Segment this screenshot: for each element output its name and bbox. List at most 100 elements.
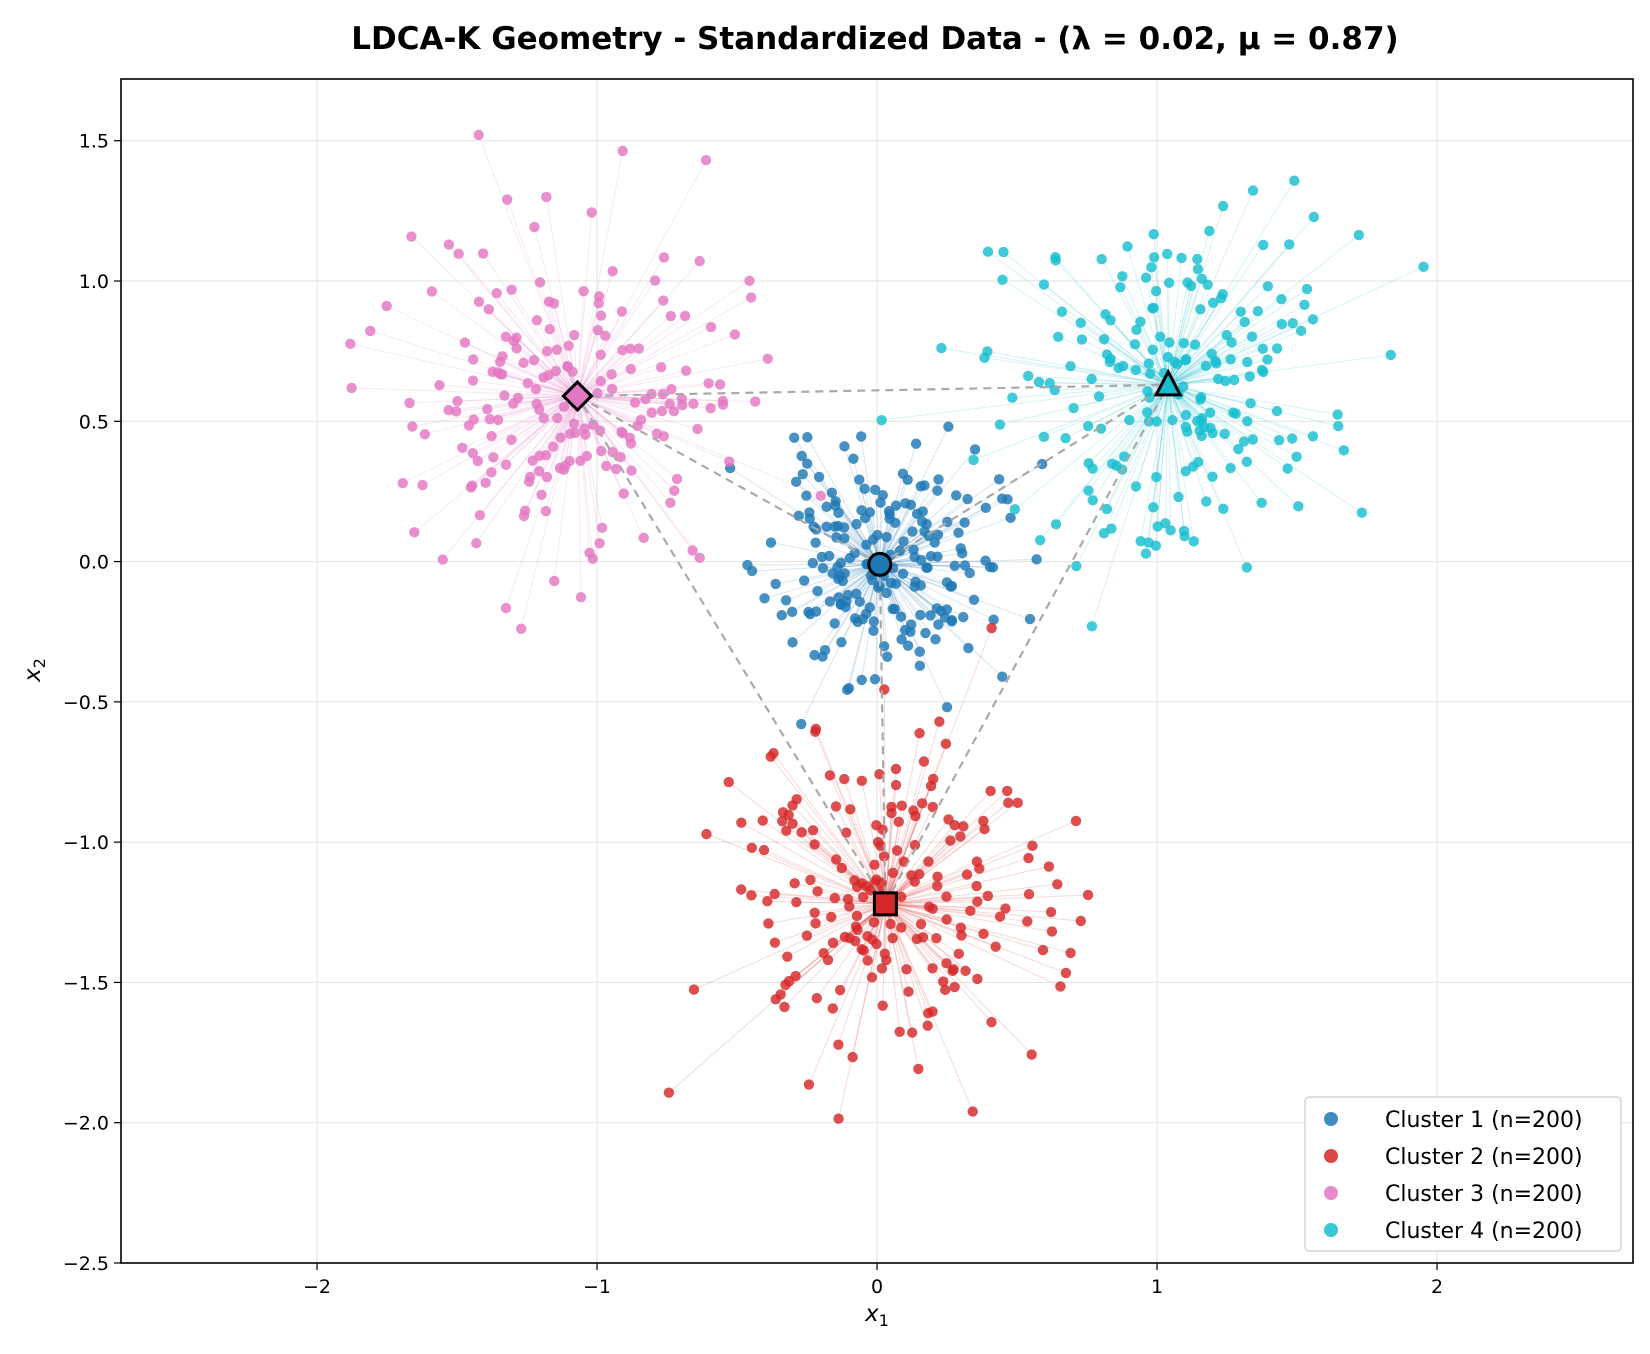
point-cluster-4	[1357, 507, 1367, 517]
point-cluster-2	[962, 869, 972, 879]
point-cluster-1	[921, 519, 931, 529]
x-tick-label: 1	[1151, 1276, 1163, 1298]
point-cluster-2	[941, 739, 951, 749]
point-cluster-3	[538, 372, 548, 382]
point-cluster-1	[799, 575, 809, 585]
point-cluster-2	[812, 886, 822, 896]
point-cluster-4	[1172, 359, 1182, 369]
point-cluster-4	[1149, 252, 1159, 262]
point-cluster-2	[844, 901, 854, 911]
point-cluster-4	[1117, 271, 1127, 281]
point-cluster-3	[381, 301, 391, 311]
point-cluster-4	[1142, 407, 1152, 417]
x-axis-label: x1	[864, 1301, 889, 1330]
point-cluster-3	[534, 404, 544, 414]
point-cluster-2	[1024, 889, 1034, 899]
point-cluster-1	[900, 498, 910, 508]
point-cluster-4	[1007, 393, 1017, 403]
point-cluster-4	[1096, 254, 1106, 264]
point-cluster-2	[938, 976, 948, 986]
point-cluster-3	[565, 429, 575, 439]
point-cluster-4	[1233, 444, 1243, 454]
point-cluster-4	[1162, 249, 1172, 259]
point-cluster-3	[482, 404, 492, 414]
point-cluster-4	[1077, 334, 1087, 344]
point-cluster-4	[1152, 416, 1162, 426]
point-cluster-2	[954, 949, 964, 959]
point-cluster-2	[879, 684, 889, 694]
point-cluster-3	[638, 533, 648, 543]
point-cluster-1	[781, 595, 791, 605]
point-cluster-2	[941, 914, 951, 924]
point-cluster-3	[606, 369, 616, 379]
point-cluster-3	[427, 286, 437, 296]
point-cluster-4	[1190, 340, 1200, 350]
point-cluster-2	[968, 1106, 978, 1116]
point-cluster-3	[506, 284, 516, 294]
point-cluster-2	[1027, 841, 1037, 851]
point-cluster-3	[549, 298, 559, 308]
point-cluster-2	[778, 807, 788, 817]
point-cluster-3	[703, 378, 713, 388]
point-cluster-3	[417, 480, 427, 490]
point-cluster-2	[828, 1003, 838, 1013]
point-cluster-4	[1010, 504, 1020, 514]
point-cluster-2	[782, 951, 792, 961]
point-cluster-3	[549, 576, 559, 586]
point-cluster-4	[1164, 278, 1174, 288]
point-cluster-2	[841, 827, 851, 837]
point-cluster-4	[1258, 344, 1268, 354]
point-cluster-4	[1210, 356, 1220, 366]
point-cluster-4	[1291, 452, 1301, 462]
point-cluster-1	[868, 626, 878, 636]
point-cluster-4	[1195, 304, 1205, 314]
point-cluster-4	[1151, 472, 1161, 482]
point-cluster-3	[497, 351, 507, 361]
point-cluster-4	[1201, 496, 1211, 506]
point-cluster-3	[486, 467, 496, 477]
point-cluster-2	[1083, 890, 1093, 900]
point-cluster-3	[460, 337, 470, 347]
point-cluster-1	[859, 484, 869, 494]
point-cluster-3	[545, 324, 555, 334]
point-cluster-3	[559, 402, 569, 412]
point-cluster-4	[1289, 175, 1299, 185]
point-cluster-4	[1167, 415, 1177, 425]
point-cluster-3	[816, 491, 826, 501]
point-cluster-2	[789, 878, 799, 888]
legend-marker-cluster-1	[1324, 1112, 1338, 1126]
point-cluster-4	[1282, 463, 1292, 473]
point-cluster-4	[1149, 229, 1159, 239]
point-cluster-2	[916, 919, 926, 929]
point-cluster-3	[495, 369, 505, 379]
point-cluster-2	[825, 770, 835, 780]
point-cluster-1	[794, 511, 804, 521]
point-cluster-2	[922, 1020, 932, 1030]
point-cluster-3	[563, 341, 573, 351]
point-cluster-2	[931, 933, 941, 943]
point-cluster-3	[508, 399, 518, 409]
point-cluster-4	[1105, 315, 1115, 325]
point-cluster-2	[833, 1113, 843, 1123]
point-cluster-4	[1083, 421, 1093, 431]
point-cluster-1	[884, 509, 894, 519]
legend-label-cluster-3: Cluster 3 (n=200)	[1385, 1182, 1583, 1207]
point-cluster-4	[1071, 561, 1081, 571]
y-tick-label: −1.0	[63, 832, 109, 854]
point-cluster-3	[630, 397, 640, 407]
point-cluster-3	[542, 346, 552, 356]
point-cluster-4	[1118, 361, 1128, 371]
point-cluster-3	[681, 365, 691, 375]
point-cluster-2	[736, 817, 746, 827]
point-cluster-3	[478, 248, 488, 258]
point-cluster-1	[956, 543, 966, 553]
point-cluster-2	[1047, 926, 1057, 936]
point-cluster-1	[1031, 554, 1041, 564]
spoke-cluster-2	[885, 904, 1060, 987]
point-cluster-4	[1173, 492, 1183, 502]
point-cluster-1	[958, 612, 968, 622]
legend-marker-cluster-3	[1324, 1186, 1338, 1200]
point-cluster-3	[501, 603, 511, 613]
point-cluster-2	[986, 623, 996, 633]
spoke-cluster-3	[577, 212, 591, 396]
